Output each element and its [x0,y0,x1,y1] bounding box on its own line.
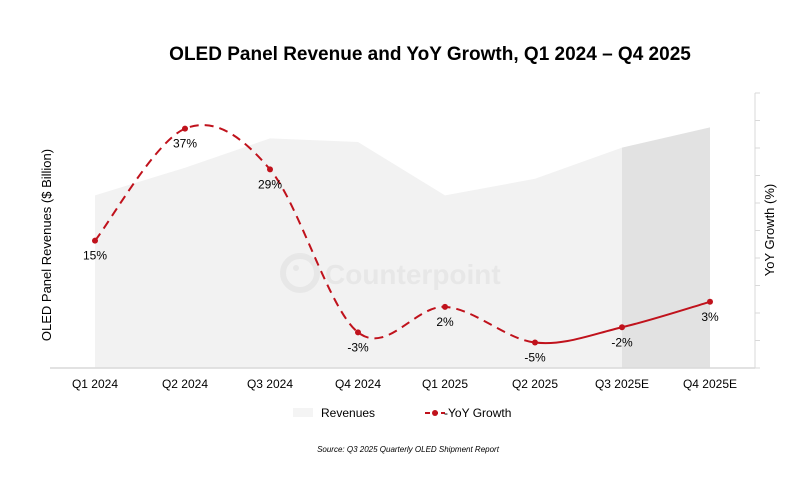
yoy-data-label: -5% [524,351,546,365]
yoy-point [182,125,188,132]
watermark: Counterpoint [280,253,501,293]
x-tick-label: Q1 2024 [72,377,118,391]
yoy-data-label: -3% [347,340,369,354]
yoy-point [267,166,273,173]
x-tick-label: Q2 2024 [162,377,208,391]
yoy-data-label: 15% [83,249,107,263]
yoy-point [355,329,361,336]
yoy-point [619,324,625,331]
x-tick-label: Q4 2025E [683,377,737,391]
yoy-point [442,303,448,310]
source-note: Source: Q3 2025 Quarterly OLED Shipment … [317,445,500,454]
legend-swatch-revenues [293,408,313,417]
yoy-point [707,298,713,305]
y-axis-label: OLED Panel Revenues ($ Billion) [39,149,54,341]
legend: Revenues -YoY Growth [293,406,511,420]
yoy-data-label: 2% [436,315,454,329]
yoy-data-label: -2% [611,335,633,349]
x-tick-label: Q1 2025 [422,377,468,391]
x-tick-label: Q3 2025E [595,377,649,391]
x-tick-label: Q2 2025 [512,377,558,391]
legend-label-revenues: Revenues [321,406,375,420]
yoy-data-label: 37% [173,137,197,151]
yoy-data-label: 3% [701,310,719,324]
revenue-area-forecast [622,127,710,368]
y2-axis-label: YoY Growth (%) [762,184,777,277]
legend-label-yoy: -YoY Growth [444,406,511,420]
revenue-area [95,138,622,368]
svg-text:Counterpoint: Counterpoint [325,259,501,290]
yoy-point [532,339,538,346]
yoy-data-label: 29% [258,177,282,191]
chart-title: OLED Panel Revenue and YoY Growth, Q1 20… [169,44,691,65]
yoy-point [92,237,98,244]
x-tick-label: Q3 2024 [247,377,293,391]
x-tick-label: Q4 2024 [335,377,381,391]
